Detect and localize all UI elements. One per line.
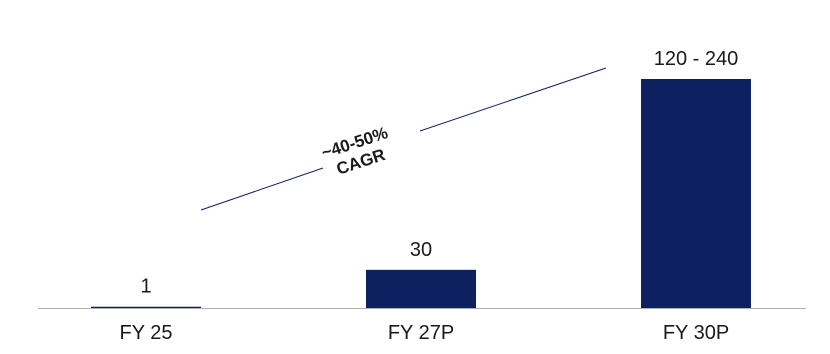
bar-fy-30p — [641, 79, 751, 308]
x-tick-label: FY 25 — [120, 322, 173, 344]
data-label: 30 — [410, 239, 432, 261]
data-label: 1 — [140, 276, 151, 298]
bar-fy-27p — [366, 269, 476, 308]
x-tick-label: FY 30P — [663, 322, 729, 344]
bar-fy-25 — [91, 306, 201, 308]
cagr-line-left — [200, 167, 324, 211]
cagr-annotation: ~40-50% CAGR — [200, 67, 607, 211]
cagr-line-right — [419, 67, 607, 132]
bars-group — [91, 79, 751, 308]
x-tick-label: FY 27P — [388, 322, 454, 344]
data-label: 120 - 240 — [654, 48, 739, 70]
labels-group: 1 FY 25 30 FY 27P 120 - 240 FY 30P — [120, 48, 739, 344]
